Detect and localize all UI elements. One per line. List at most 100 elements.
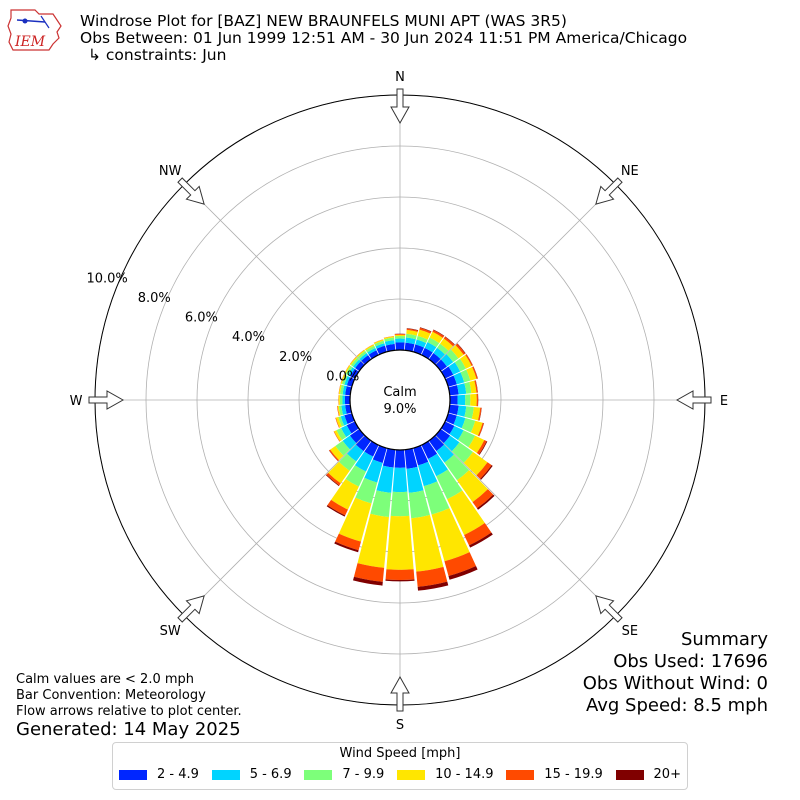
summary-obs-without-wind: Obs Without Wind: 0 [582,673,768,694]
bar-10deg-series-5 [406,328,419,331]
bar-300deg-series-0 [350,368,359,379]
bar-30deg-series-4 [432,329,445,338]
bar-60deg-series-4 [465,354,473,366]
bar-170deg-series-5 [417,581,449,591]
bar-290deg-series-3 [340,374,346,385]
compass-label-sw: SW [160,624,181,639]
compass-label-e: E [720,394,728,409]
radial-tick-label-3: 6.0% [185,311,218,326]
bar-190deg-series-5 [353,576,383,586]
bar-10deg-series-2 [405,333,417,340]
bar-80deg-series-1 [457,383,467,395]
bar-260deg-series-3 [337,405,341,416]
bar-210deg-series-2 [345,465,366,487]
bar-340deg-series-1 [375,343,386,349]
bar-180deg-series-0 [394,449,406,468]
bar-90deg-series-0 [449,395,458,405]
calm-value: 9.0% [383,402,416,417]
bar-120deg-series-2 [457,430,476,448]
bar-140deg-series-0 [428,435,445,452]
compass-label-n: N [395,70,405,85]
bar-300deg-series-1 [347,367,355,377]
grid-spoke-ne [435,184,616,365]
chart-title: Windrose Plot for [BAZ] NEW BRAUNFELS MU… [80,12,567,30]
bar-80deg-series-0 [448,385,459,396]
bar-270deg-series-0 [344,395,351,405]
bar-40deg-series-2 [437,343,449,355]
bar-160deg-series-0 [413,445,429,466]
bar-10deg-series-4 [406,328,419,332]
bar-120deg-series-1 [449,425,464,440]
bar-230deg-series-5 [328,450,339,462]
arrow-n-icon [390,88,410,125]
legend-item-3: 10 - 14.9 [397,767,494,782]
bar-80deg-series-5 [475,380,478,393]
bar-170deg-series-3 [411,515,444,572]
bar-290deg-series-0 [346,377,355,387]
bar-50deg-series-0 [435,359,447,372]
compass-label-nw: NW [159,164,182,179]
bar-130deg-series-2 [451,442,473,463]
bar-310deg-series-3 [349,356,358,366]
bar-50deg-series-4 [455,343,466,355]
wind-bars [325,327,495,591]
bar-210deg-series-4 [327,499,348,516]
bar-180deg-series-4 [385,569,415,581]
bar-100deg-series-3 [471,406,481,421]
compass-label-w: W [70,394,83,409]
legend-swatch [304,769,333,780]
legend-label: 10 - 14.9 [435,767,494,782]
legend-swatch [506,769,535,780]
bar-310deg-series-0 [355,361,365,372]
bar-10deg-series-0 [404,342,415,352]
bar-50deg-series-5 [457,343,466,354]
note-bar-convention: Bar Convention: Meteorology [16,688,206,703]
bar-230deg-series-0 [349,428,365,444]
bar-110deg-series-1 [453,415,466,429]
bar-190deg-series-0 [382,448,396,468]
bar-160deg-series-5 [448,566,478,580]
bar-170deg-series-4 [416,566,448,587]
bar-330deg-series-4 [364,344,374,350]
bar-150deg-series-2 [436,469,463,500]
bar-40deg-series-4 [443,336,455,347]
bar-100deg-series-2 [464,406,474,419]
bar-190deg-series-1 [376,465,394,493]
bar-90deg-series-2 [465,394,471,406]
bar-260deg-series-2 [338,405,343,416]
bar-200deg-series-5 [334,541,359,553]
legend-label: 2 - 4.9 [157,767,199,782]
bar-210deg-series-5 [326,505,346,517]
bar-350deg-series-2 [384,337,395,342]
bar-100deg-series-1 [457,405,467,417]
bar-120deg-series-0 [441,421,455,435]
bar-220deg-series-3 [328,461,350,484]
bar-230deg-series-2 [335,440,350,456]
bar-200deg-series-0 [372,445,387,463]
bar-140deg-series-5 [476,494,495,510]
bar-180deg-series-3 [386,515,414,570]
bar-110deg-series-2 [461,418,476,433]
compass-label-ne: NE [621,164,639,179]
bar-40deg-series-0 [428,353,441,365]
bar-70deg-series-4 [472,366,478,379]
bar-0deg-series-0 [395,342,405,351]
bar-70deg-series-2 [460,369,471,383]
bar-290deg-series-4 [340,374,345,384]
bar-180deg-series-1 [392,467,408,493]
bar-90deg-series-3 [470,393,477,407]
legend-swatch [397,769,426,780]
bar-170deg-series-2 [408,490,430,519]
legend-label: 5 - 6.9 [249,767,292,782]
bar-230deg-series-3 [330,445,344,461]
legend-swatch [211,769,240,780]
arrow-shape [177,177,205,205]
bar-240deg-series-3 [334,430,343,442]
bar-50deg-series-2 [446,349,459,363]
bar-160deg-series-1 [418,461,438,487]
bar-60deg-series-3 [460,354,472,369]
arrow-shape [675,390,712,410]
bar-320deg-series-4 [356,349,365,357]
bar-70deg-series-3 [466,366,477,381]
bar-100deg-series-0 [448,404,459,415]
